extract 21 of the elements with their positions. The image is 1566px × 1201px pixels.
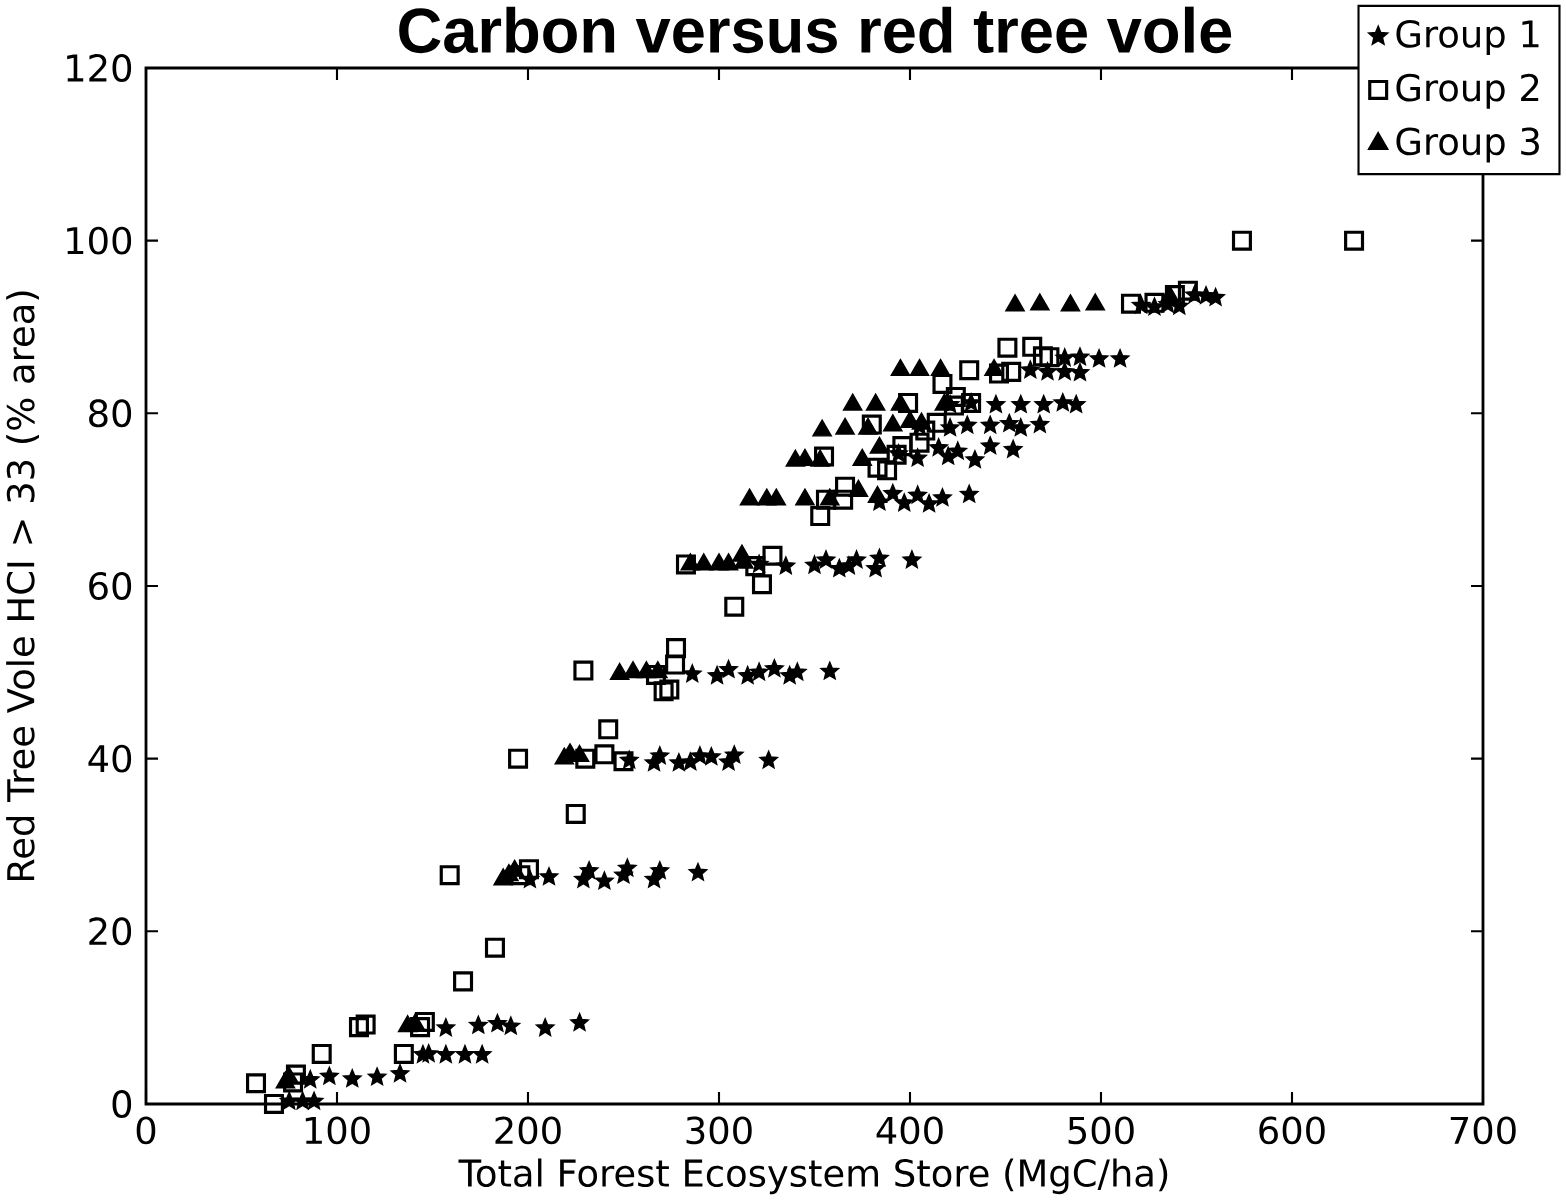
- legend-label: Group 2: [1396, 73, 1539, 109]
- x-tick-label: 700: [1450, 1116, 1516, 1145]
- legend-label: Group 1: [1396, 19, 1539, 55]
- x-tick-label: 400: [876, 1116, 943, 1145]
- y-tick-label: 120: [67, 54, 132, 82]
- chart-title: Carbon versus red tree vole: [399, 6, 1232, 54]
- x-tick-label: 300: [686, 1116, 752, 1145]
- x-tick-label: 200: [495, 1116, 561, 1145]
- x-axis-title: Total Forest Ecosystem Store (MgC/ha): [458, 1158, 1168, 1195]
- y-tick-label: 100: [67, 226, 132, 255]
- y-tick-label: 80: [89, 399, 132, 428]
- x-tick-label: 100: [305, 1116, 370, 1145]
- legend-label: Group 3: [1396, 127, 1539, 163]
- y-axis-title: Red Tree Vole HCI > 33 (% area): [6, 291, 39, 881]
- y-tick-label: 20: [89, 917, 132, 946]
- x-tick-label: 500: [1068, 1116, 1134, 1145]
- y-tick-label: 0: [112, 1090, 132, 1118]
- x-tick-label: 0: [136, 1116, 156, 1145]
- y-tick-label: 60: [89, 572, 132, 600]
- y-tick-label: 40: [88, 744, 132, 773]
- x-tick-label: 600: [1259, 1116, 1325, 1145]
